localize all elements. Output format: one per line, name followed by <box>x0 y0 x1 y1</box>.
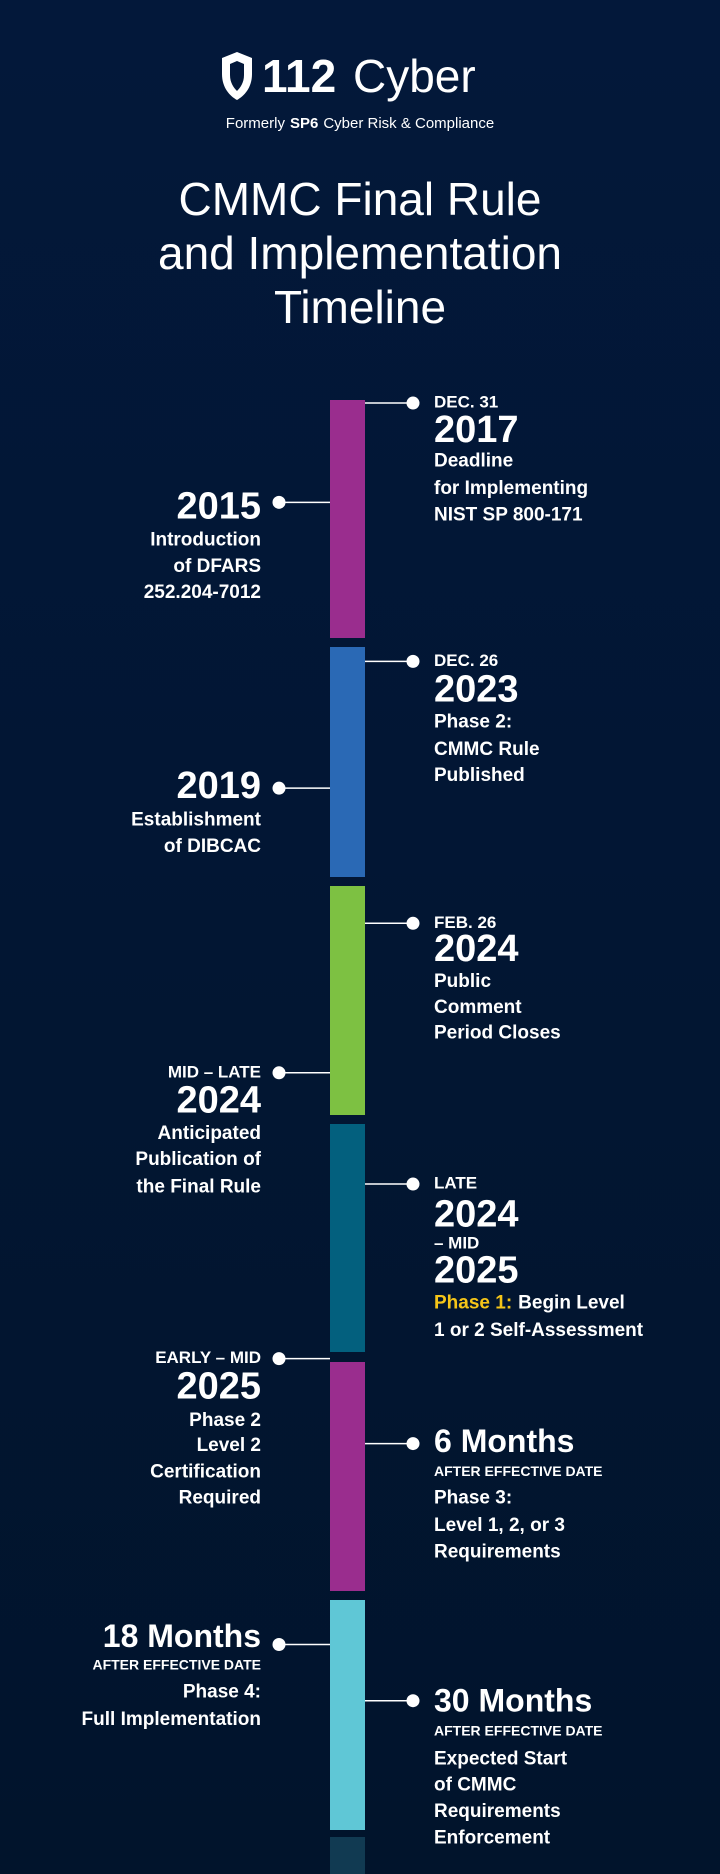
event-hl: Introduction <box>150 530 261 551</box>
event-hl: Phase 2 <box>189 1410 261 1431</box>
event-txt: Certification <box>150 1461 261 1482</box>
timeline-dot <box>406 1437 420 1451</box>
event-year: 2015 <box>176 485 261 527</box>
event-hl: Phase 2: <box>434 711 512 732</box>
event-kicker: DEC. 31 <box>434 393 498 412</box>
bar-segment <box>330 1124 365 1352</box>
tagline-bold: SP6 <box>290 115 318 132</box>
event-hl: Phase 4: <box>183 1681 261 1702</box>
event-txt: CMMC Rule <box>434 739 540 760</box>
event-txt: Requirements <box>434 1541 561 1562</box>
event-note: AFTER EFFECTIVE DATE <box>92 1657 261 1673</box>
event-txt: Requirements <box>434 1801 561 1822</box>
timeline-dot <box>272 1066 286 1080</box>
event-year: 2025 <box>176 1366 261 1408</box>
event-year: 2019 <box>176 765 261 807</box>
event-txt: of DIBCAC <box>164 836 261 857</box>
event-kicker: – MID <box>434 1233 479 1252</box>
event-kicker: FEB. 26 <box>434 913 496 932</box>
event-hl: Deadline <box>434 451 513 472</box>
tagline: Formerly SP6 Cyber Risk & Compliance <box>226 115 494 132</box>
logo-word: Cyber <box>353 50 476 102</box>
event-year: 2023 <box>434 668 519 710</box>
event-txt: of DFARS <box>173 556 261 577</box>
timeline-dot <box>406 396 420 410</box>
event-txt: Comment <box>434 997 522 1018</box>
bar-segment <box>330 1837 365 1874</box>
timeline-dot <box>406 1177 420 1191</box>
event-hl: Establishment <box>131 809 262 830</box>
event-kicker: LATE <box>434 1174 477 1193</box>
event-hl: Phase 3: <box>434 1488 512 1509</box>
timeline-dot <box>272 495 286 509</box>
event-txt: for Implementing <box>434 478 588 499</box>
event-txt: Full Implementation <box>82 1709 261 1730</box>
event-year: 2017 <box>434 409 519 451</box>
event-note: AFTER EFFECTIVE DATE <box>434 1463 603 1479</box>
event-txt: 1 or 2 Self-Assessment <box>434 1320 644 1341</box>
bar-segment <box>330 400 365 638</box>
timeline-bar <box>330 400 365 1874</box>
logo-shield <box>222 52 252 100</box>
event-months: 18 Months <box>103 1618 261 1654</box>
event-kicker: DEC. 26 <box>434 651 498 670</box>
event-txt: Enforcement <box>434 1827 551 1848</box>
title-line: Timeline <box>274 281 446 333</box>
event-kicker: MID – LATE <box>168 1062 261 1081</box>
event-txt: the Final Rule <box>136 1177 261 1198</box>
event-months: 6 Months <box>434 1423 574 1459</box>
title-line: and Implementation <box>158 227 562 279</box>
event-note: AFTER EFFECTIVE DATE <box>434 1723 603 1739</box>
timeline-dot <box>272 1352 286 1366</box>
event-year: 2024 <box>176 1080 261 1122</box>
title-line: CMMC Final Rule <box>179 173 542 225</box>
event-txt: Period Closes <box>434 1022 561 1043</box>
event-txt: NIST SP 800-171 <box>434 504 583 525</box>
timeline-dot <box>272 781 286 795</box>
event-year: 2024 <box>434 1193 519 1235</box>
event-kicker: EARLY – MID <box>155 1348 261 1367</box>
tagline-rest: Cyber Risk & Compliance <box>323 115 494 132</box>
event-hl: Expected Start <box>434 1748 568 1769</box>
bar-segment <box>330 886 365 1115</box>
tagline-prefix: Formerly <box>226 115 286 132</box>
event-hl: Anticipated <box>158 1123 261 1144</box>
event-txt: Level 2 <box>197 1435 261 1456</box>
event-txt: Level 1, 2, or 3 <box>434 1515 565 1536</box>
event-line: Phase 1: Begin Level <box>434 1293 625 1314</box>
event-txt: Required <box>179 1488 261 1509</box>
event-hl: Public <box>434 971 491 992</box>
event-txt: of CMMC <box>434 1775 517 1796</box>
bar-segment <box>330 1600 365 1830</box>
bar-segment <box>330 647 365 877</box>
event-year: 2025 <box>434 1250 519 1292</box>
event-txt: 252.204-7012 <box>144 582 261 603</box>
timeline-dot <box>406 1694 420 1708</box>
event-highlight: Phase 1: <box>434 1293 512 1314</box>
timeline-dot <box>272 1638 286 1651</box>
event-txt: Published <box>434 765 525 786</box>
event-txt: Publication of <box>135 1149 261 1170</box>
event-months: 30 Months <box>434 1683 592 1719</box>
logo-number: 112 <box>262 50 336 102</box>
event-text: Begin Level <box>518 1293 625 1314</box>
timeline-dot <box>406 916 420 930</box>
timeline-dot <box>406 654 420 668</box>
bar-segment <box>330 1362 365 1591</box>
event-year: 2024 <box>434 928 519 970</box>
